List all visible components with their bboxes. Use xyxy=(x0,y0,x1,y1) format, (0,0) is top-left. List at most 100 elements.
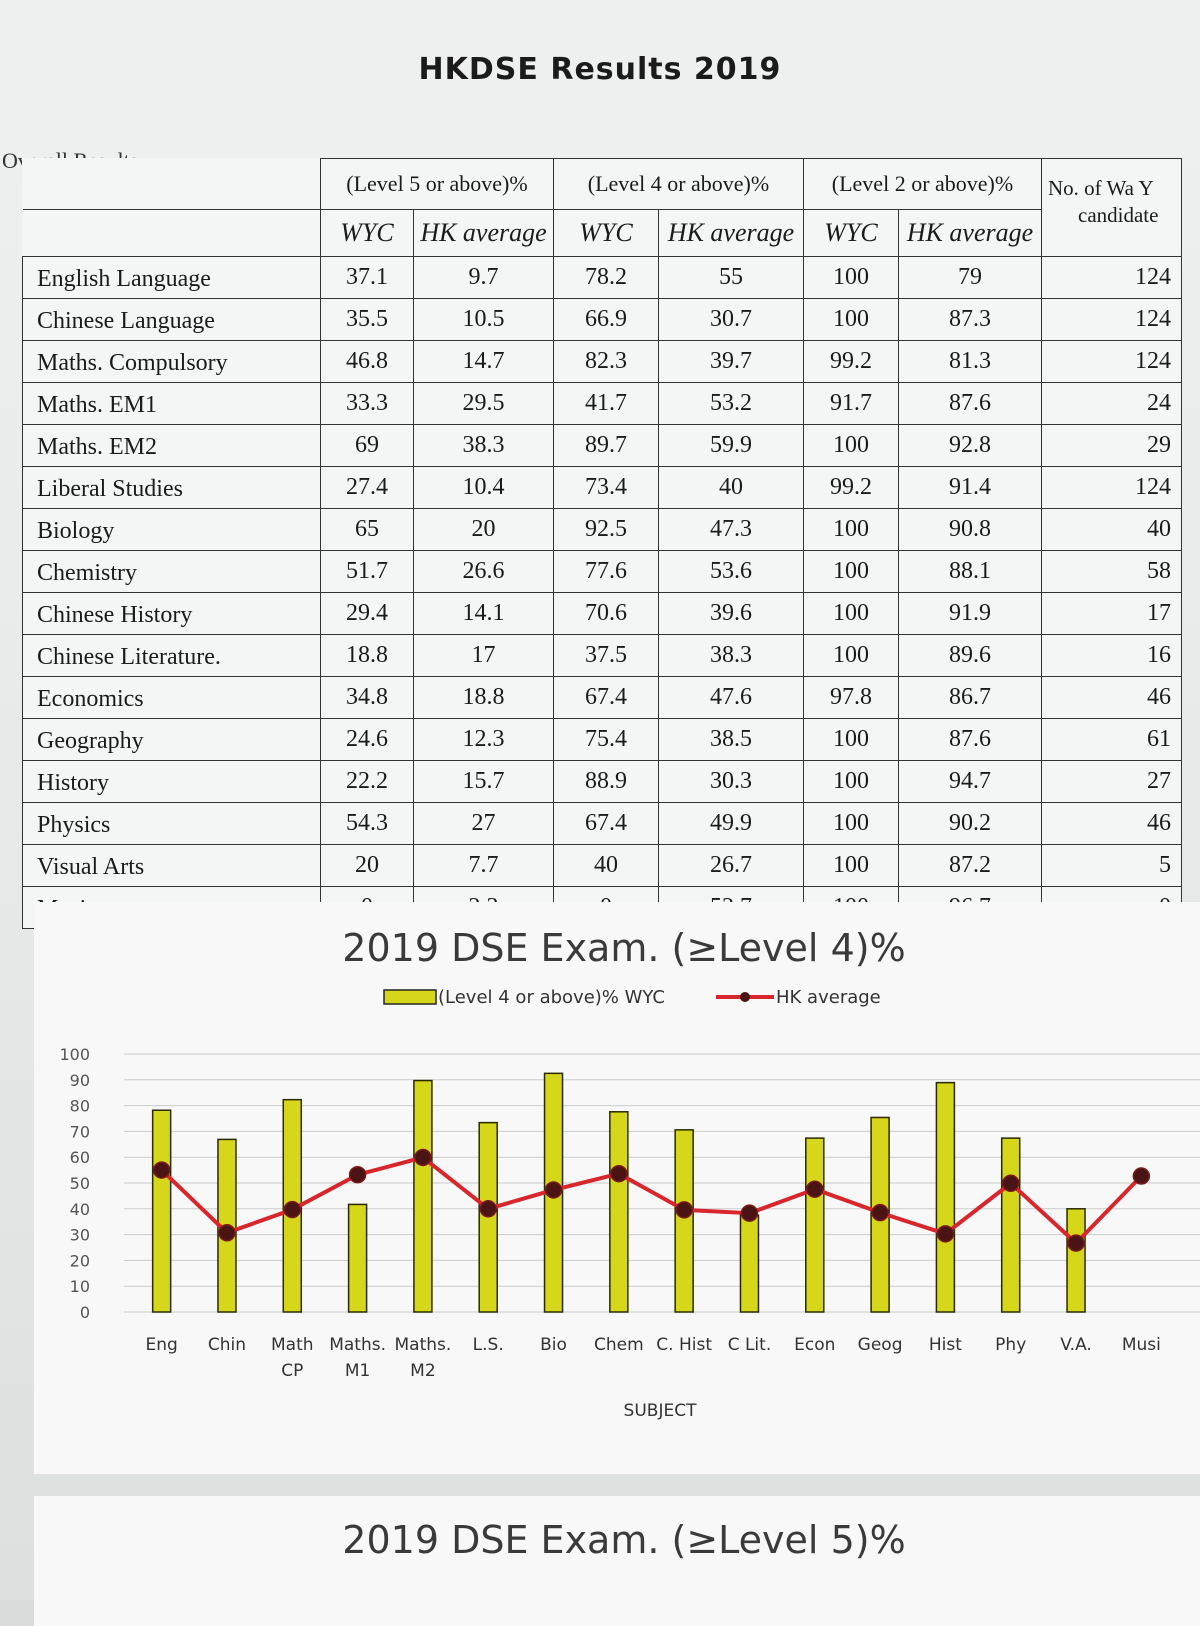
y-tick-label: 60 xyxy=(70,1148,90,1167)
hk-average-point xyxy=(414,1148,432,1167)
table-row: English Language 37.1 9.7 78.2 55 100 79 124 xyxy=(22,256,1182,299)
group-header-level4: (Level 4 or above)% xyxy=(553,158,804,210)
results-table: (Level 5 or above)% (Level 4 or above)% … xyxy=(22,158,1182,929)
value-cell-l5-wyc: 34.8 xyxy=(320,676,414,719)
candidates-cell: 124 xyxy=(1041,340,1182,383)
level4-chart-title: 2019 DSE Exam. (≥Level 4)% xyxy=(342,926,906,970)
value-cell-l4-hk: 30.7 xyxy=(658,298,804,341)
hk-average-point xyxy=(152,1161,171,1179)
value-cell-l4-wyc: 70.6 xyxy=(553,592,659,635)
y-tick-label: 10 xyxy=(70,1277,90,1296)
hk-average-line xyxy=(160,1155,1143,1246)
value-cell-l4-hk: 39.7 xyxy=(658,340,804,383)
value-cell-l2-hk: 87.6 xyxy=(898,718,1042,761)
value-cell-l2-wyc: 100 xyxy=(803,844,899,887)
value-cell-l2-wyc: 99.2 xyxy=(803,340,899,383)
bar xyxy=(1000,1137,1021,1313)
table-row: Visual Arts 20 7.7 40 26.7 100 87.2 5 xyxy=(22,844,1182,887)
value-cell-l4-hk: 55 xyxy=(658,256,804,299)
value-cell-l5-hk: 9.7 xyxy=(413,256,554,299)
subject-cell: Chinese History xyxy=(22,592,321,635)
table-row: Chinese Literature. 18.8 17 37.5 38.3 100 89.6… xyxy=(22,634,1182,677)
value-cell-l2-wyc: 100 xyxy=(803,718,899,761)
subject-cell: History xyxy=(22,760,321,803)
value-cell-l2-wyc: 91.7 xyxy=(803,382,899,425)
value-cell-l5-wyc: 24.6 xyxy=(320,718,414,761)
value-cell-l4-wyc: 88.9 xyxy=(553,760,659,803)
hk-average-point xyxy=(871,1203,889,1222)
value-cell-l4-wyc: 92.5 xyxy=(553,508,659,551)
candidates-header-line2: candidate xyxy=(1078,203,1159,227)
hk-average-point xyxy=(1067,1234,1085,1252)
value-cell-l4-hk: 30.3 xyxy=(658,760,804,803)
value-cell-l5-wyc: 29.4 xyxy=(320,592,414,635)
x-tick-label: CP xyxy=(281,1361,303,1381)
y-tick-label: 20 xyxy=(70,1251,90,1270)
value-cell-l4-hk: 49.9 xyxy=(658,802,804,845)
value-cell-l2-wyc: 100 xyxy=(803,424,899,467)
candidates-header-line1: No. of Wa Y xyxy=(1048,176,1154,200)
subject-cell: Chinese Literature. xyxy=(22,634,321,677)
bar xyxy=(935,1081,956,1313)
value-cell-l2-hk: 87.3 xyxy=(898,298,1042,341)
value-cell-l2-wyc: 100 xyxy=(803,634,899,677)
value-cell-l4-hk: 38.3 xyxy=(658,634,804,677)
bar xyxy=(739,1214,760,1313)
value-cell-l2-hk: 87.2 xyxy=(898,844,1042,887)
value-cell-l5-hk: 27 xyxy=(413,802,554,845)
value-cell-l4-wyc: 67.4 xyxy=(553,676,659,719)
x-tick-label: C Lit. xyxy=(728,1335,772,1355)
subject-cell: Chinese Language xyxy=(22,298,321,341)
bar xyxy=(347,1203,368,1313)
legend-line-marker xyxy=(740,992,750,1002)
x-tick-label: Chin xyxy=(208,1335,246,1355)
value-cell-l5-wyc: 27.4 xyxy=(320,466,414,509)
hk-average-point xyxy=(479,1200,497,1218)
subject-cell: English Language xyxy=(22,256,321,299)
table-row: Chinese History 29.4 14.1 70.6 39.6 100 91.9 17 xyxy=(22,592,1182,635)
value-cell-l5-hk: 26.6 xyxy=(413,550,554,593)
subject-cell: Maths. EM1 xyxy=(22,382,321,425)
candidates-cell: 17 xyxy=(1041,592,1182,635)
legend-bar-swatch xyxy=(383,989,437,1005)
value-cell-l5-hk: 20 xyxy=(413,508,554,551)
x-tick-label: L.S. xyxy=(473,1335,504,1355)
value-cell-l4-wyc: 77.6 xyxy=(553,550,659,593)
bar xyxy=(151,1109,172,1313)
value-cell-l2-hk: 87.6 xyxy=(898,382,1042,425)
subject-cell: Geography xyxy=(22,718,321,761)
value-cell-l5-wyc: 33.3 xyxy=(320,382,414,425)
value-cell-l4-wyc: 67.4 xyxy=(553,802,659,845)
value-cell-l4-hk: 53.6 xyxy=(658,550,804,593)
value-cell-l5-wyc: 46.8 xyxy=(320,340,414,383)
hk-average-point xyxy=(283,1200,302,1219)
x-tick-label: Maths. xyxy=(329,1335,386,1355)
candidates-cell: 24 xyxy=(1041,382,1182,425)
value-cell-l5-hk: 12.3 xyxy=(413,718,554,761)
bar xyxy=(413,1079,433,1313)
value-cell-l5-hk: 10.4 xyxy=(413,466,554,509)
candidates-cell: 61 xyxy=(1041,718,1182,761)
table-row: History 22.2 15.7 88.9 30.3 100 94.7 27 xyxy=(22,760,1182,803)
level4-chart: 0 10 20 30 40 50 60 70 80 90 100 (Level 4 or above)… xyxy=(59,987,1200,1421)
x-tick-label: Maths. xyxy=(395,1335,452,1355)
value-cell-l5-wyc: 35.5 xyxy=(320,298,414,341)
hk-average-point xyxy=(806,1180,824,1198)
value-cell-l2-hk: 86.7 xyxy=(898,676,1042,719)
value-cell-l5-wyc: 22.2 xyxy=(320,760,414,803)
value-cell-l4-hk: 38.5 xyxy=(658,718,804,761)
value-cell-l4-hk: 59.9 xyxy=(658,424,804,467)
subject-cell: Maths. Compulsory xyxy=(22,340,321,383)
bar xyxy=(609,1111,629,1313)
value-cell-l4-hk: 47.6 xyxy=(658,676,804,719)
candidates-cell: 124 xyxy=(1041,298,1182,341)
y-tick-label: 90 xyxy=(70,1071,90,1090)
value-cell-l2-wyc: 100 xyxy=(803,802,899,845)
y-tick-label: 70 xyxy=(70,1122,90,1141)
level5-chart-title: 2019 DSE Exam. (≥Level 5)% xyxy=(342,1518,906,1562)
value-cell-l5-hk: 38.3 xyxy=(413,424,554,467)
candidates-cell: 5 xyxy=(1041,844,1182,887)
value-cell-l5-hk: 15.7 xyxy=(413,760,554,803)
value-cell-l2-hk: 91.4 xyxy=(898,466,1042,509)
hk-average-point xyxy=(348,1165,367,1184)
